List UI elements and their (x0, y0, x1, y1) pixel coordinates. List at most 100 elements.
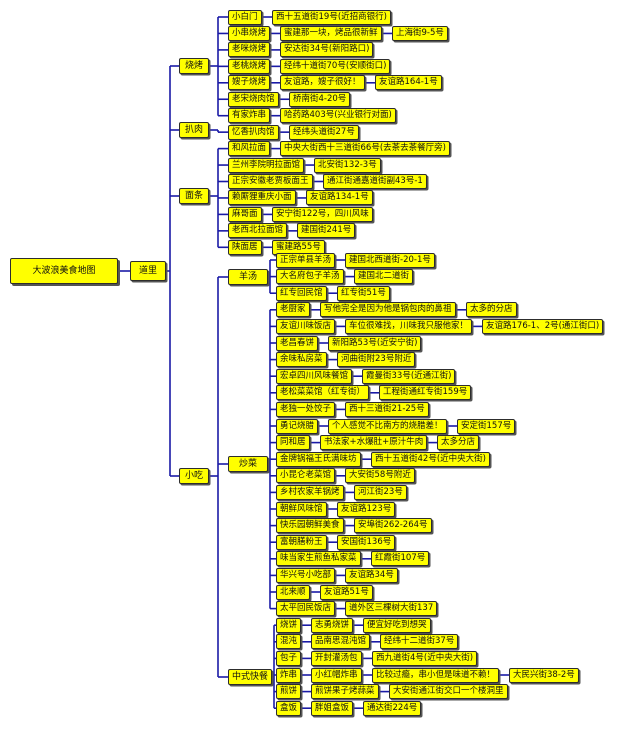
shop-detail[interactable]: 通达街224号 (363, 700, 422, 716)
shop-detail[interactable]: 建国北西道街-20-1号 (345, 252, 435, 268)
shop-name[interactable]: 忆香扒肉馆 (228, 124, 279, 140)
shop-name[interactable]: 余味私房菜 (276, 352, 327, 368)
shop-detail[interactable]: 友谊路176-1、2号(通江街口) (482, 318, 604, 334)
shop-detail[interactable]: 西九道街4号(近中央大街) (372, 650, 478, 666)
category-0[interactable]: 烧烤 (179, 58, 209, 74)
shop-detail[interactable]: 友谊路123号 (337, 501, 396, 517)
shop-name[interactable]: 兰州李院明拉面馆 (228, 157, 305, 173)
shop-detail[interactable]: 中央大街西十三道街66号(去茶去茶餐厅旁) (280, 141, 450, 157)
shop-detail[interactable]: 大民兴街38-2号 (509, 667, 579, 683)
shop-detail[interactable]: 红霞街107号 (371, 551, 430, 567)
shop-name[interactable]: 赖厮狸重庆小面 (228, 190, 296, 206)
shop-detail[interactable]: 红专街51号 (337, 285, 390, 301)
shop-detail[interactable]: 友谊路，嫂子很好！ (280, 75, 365, 91)
shop-name[interactable]: 北来顺 (276, 584, 310, 600)
shop-name[interactable]: 老昌春饼 (276, 335, 319, 351)
shop-name[interactable]: 和风拉面 (228, 141, 271, 157)
shop-name[interactable]: 华兴号小吃部 (276, 567, 336, 583)
shop-name[interactable]: 正宗单县羊汤 (276, 252, 336, 268)
shop-detail[interactable]: 经纬十二道街37号 (380, 634, 459, 650)
shop-name[interactable]: 陕面居 (228, 239, 262, 255)
shop-detail[interactable]: 新阳路53号(近安宁街) (328, 335, 422, 351)
shop-name[interactable]: 小串烧烤 (228, 25, 271, 41)
shop-name[interactable]: 同和居 (276, 435, 310, 451)
shop-detail[interactable]: 太多分店 (437, 435, 480, 451)
shop-name[interactable]: 老桃烧烤 (228, 58, 271, 74)
shop-detail[interactable]: 友谊路51号 (320, 584, 373, 600)
shop-name[interactable]: 老独一处饺子 (276, 401, 336, 417)
shop-detail[interactable]: 安宁街122号，四川风味 (272, 206, 373, 222)
shop-detail[interactable]: 友谊路164-1号 (375, 75, 442, 91)
shop-name[interactable]: 友谊川味饭店 (276, 318, 336, 334)
shop-detail[interactable]: 河曲街附23号附近 (337, 352, 416, 368)
shop-detail[interactable]: 安埠街262-264号 (354, 518, 432, 534)
shop-name[interactable]: 宏卓四川风味餐馆 (276, 368, 353, 384)
subgroup-2[interactable]: 中式快餐 (228, 669, 272, 685)
shop-detail[interactable]: 经纬头道街27号 (289, 124, 359, 140)
shop-detail[interactable]: 煎饼果子烤蒜菜 (311, 684, 379, 700)
shop-detail[interactable]: 友谊路34号 (345, 567, 398, 583)
shop-name[interactable]: 太平回民饭店 (276, 601, 336, 617)
shop-detail[interactable]: 大安街58号附近 (345, 468, 415, 484)
shop-detail[interactable]: 霞曼街33号(近通江街) (362, 368, 456, 384)
shop-name[interactable]: 老西北拉面馆 (228, 223, 288, 239)
shop-name[interactable]: 勇记烧腊 (276, 418, 319, 434)
shop-name[interactable]: 包子 (276, 650, 302, 666)
subgroup-0[interactable]: 羊汤 (228, 269, 268, 285)
shop-detail[interactable]: 太多的分店 (466, 302, 517, 318)
shop-name[interactable]: 老咪烧烤 (228, 42, 271, 58)
category-3[interactable]: 小吃 (179, 468, 209, 484)
shop-detail[interactable]: 品南思混沌馆 (311, 634, 371, 650)
shop-name[interactable]: 红专回民馆 (276, 285, 327, 301)
mindmap-root[interactable]: 大波浪美食地图 (10, 258, 118, 284)
shop-name[interactable]: 麻哥面 (228, 206, 262, 222)
shop-name[interactable]: 小昆仑老菜馆 (276, 468, 336, 484)
shop-detail[interactable]: 通江街通嘉道街副43号-1 (323, 174, 427, 189)
shop-name[interactable]: 老松菜菜馆（红专街） (276, 385, 370, 401)
shop-name[interactable]: 有家炸串 (228, 108, 271, 124)
shop-detail[interactable]: 蜜建那一块，烤品很新鲜 (280, 25, 382, 41)
shop-detail[interactable]: 个人感觉不比南方的烧腊差！ (328, 418, 447, 434)
shop-name[interactable]: 老宋烧肉馆 (228, 91, 279, 107)
category-2[interactable]: 面条 (179, 188, 209, 204)
shop-detail[interactable]: 河江街23号 (354, 484, 407, 500)
shop-name[interactable]: 炸串 (276, 667, 302, 683)
shop-detail[interactable]: 安国街136号 (337, 534, 396, 550)
shop-detail[interactable]: 便宜好吃到想哭 (363, 617, 431, 633)
shop-detail[interactable]: 车位很难找，川味我只服他家！ (345, 318, 473, 334)
shop-name[interactable]: 大名府包子羊汤 (276, 269, 344, 285)
shop-detail[interactable]: 大安街通江街交口一个楼洞里 (389, 684, 508, 700)
shop-detail[interactable]: 西十五道街42号(近中央大街) (371, 451, 490, 467)
shop-detail[interactable]: 工程街通红专街159号 (379, 385, 472, 401)
shop-detail[interactable]: 道外区三棵树大街137 (345, 601, 438, 617)
shop-detail[interactable]: 写他完全是因为他是锅包肉的鼻祖 (320, 302, 456, 318)
shop-detail[interactable]: 书法家+水爆肚+原汁牛肉 (320, 435, 428, 451)
shop-name[interactable]: 金牌锅福王氏满味坊 (276, 451, 361, 467)
shop-detail[interactable]: 西十三道街21-25号 (345, 401, 429, 417)
shop-name[interactable]: 烧饼 (276, 617, 302, 633)
shop-name[interactable]: 混沌 (276, 634, 302, 650)
shop-detail[interactable]: 北安街132-3号 (314, 157, 381, 173)
shop-name[interactable]: 朝鲜风味馆 (276, 501, 327, 517)
shop-detail[interactable]: 建国北二道街 (354, 269, 414, 285)
shop-name[interactable]: 盒饭 (276, 700, 302, 716)
shop-detail[interactable]: 建国街241号 (297, 223, 356, 239)
shop-name[interactable]: 老厨家 (276, 302, 310, 318)
shop-detail[interactable]: 安定街157号 (457, 418, 516, 434)
shop-name[interactable]: 嫂子烧烤 (228, 75, 271, 91)
category-1[interactable]: 扒肉 (179, 122, 209, 138)
shop-name[interactable]: 快乐园朝鲜美食 (276, 518, 344, 534)
subgroup-1[interactable]: 炒菜 (228, 456, 268, 472)
shop-detail[interactable]: 哈药路403号(兴业银行对面) (280, 108, 396, 124)
shop-detail[interactable]: 小红帽炸串 (311, 667, 362, 683)
shop-detail[interactable]: 志勇烧饼 (311, 617, 354, 633)
shop-detail[interactable]: 安达街34号(新阳路口) (280, 42, 374, 58)
shop-detail[interactable]: 西十五道街19号(近招商银行) (272, 9, 391, 25)
shop-detail[interactable]: 桥南街4-20号 (289, 91, 351, 107)
shop-detail[interactable]: 比较过瘾，串小但是味道不赖！ (372, 667, 500, 683)
shop-detail[interactable]: 上海街9-5号 (392, 25, 448, 41)
shop-name[interactable]: 正宗安徽老贾板面王 (228, 174, 313, 189)
shop-detail[interactable]: 友谊路134-1号 (306, 190, 373, 206)
shop-name[interactable]: 煎饼 (276, 684, 302, 700)
shop-name[interactable]: 富朝膳粉王 (276, 534, 327, 550)
